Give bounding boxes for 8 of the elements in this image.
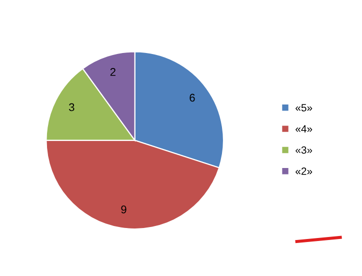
legend-label: «3»	[296, 146, 312, 154]
data-label: 6	[190, 94, 195, 102]
legend-label: «5»	[296, 104, 312, 112]
legend-label: «2»	[296, 168, 312, 175]
legend-label: «4»	[296, 125, 312, 132]
data-label: 9	[121, 206, 126, 214]
data-label: 3	[68, 103, 74, 112]
data-label: 2	[110, 68, 116, 76]
